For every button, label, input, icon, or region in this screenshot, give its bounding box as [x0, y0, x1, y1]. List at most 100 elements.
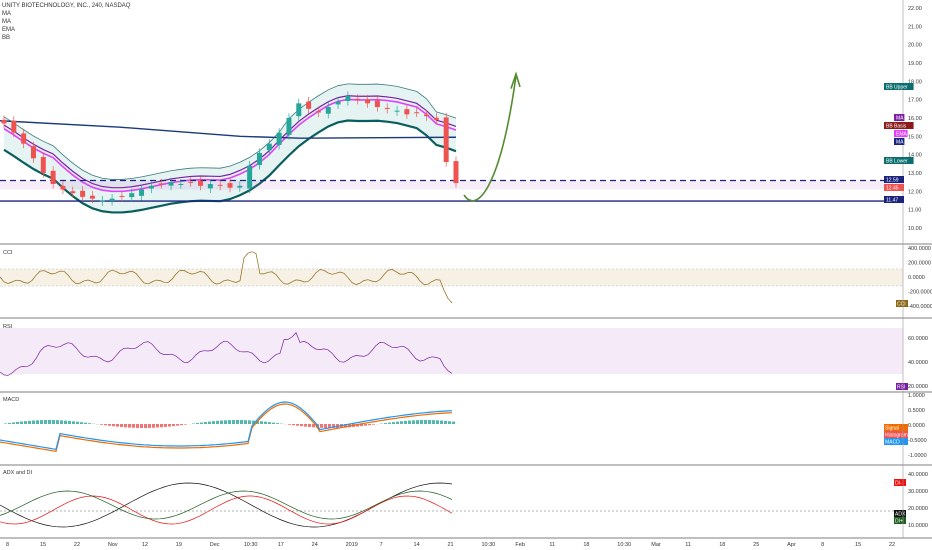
macd-histogram-bar [276, 423, 279, 424]
adx-tick: 40.0000 [908, 472, 928, 478]
macd-histogram-bar [220, 420, 223, 424]
macd-histogram-bar [208, 421, 211, 424]
legend-ma-1[interactable]: MA [2, 11, 11, 17]
macd-histogram-bar [60, 420, 63, 424]
time-tick: 2019 [346, 542, 358, 548]
macd-histogram-bar [248, 420, 251, 424]
time-tick: Feb [515, 542, 524, 548]
price-badge-label: MA [896, 140, 904, 146]
adx-label[interactable]: ADX and DI [3, 470, 33, 476]
macd-histogram-bar [172, 424, 175, 427]
adx-line [0, 482, 453, 528]
macd-histogram-bar [144, 424, 147, 428]
macd-histogram-bar [128, 424, 131, 428]
time-tick: 18 [583, 542, 589, 548]
macd-histogram-bar [44, 420, 47, 424]
macd-histogram-bar [72, 421, 75, 424]
macd-tick: 0.5000 [908, 408, 925, 414]
price-badge [884, 157, 914, 164]
adx-tick: 10.0000 [908, 523, 928, 529]
candle-body [404, 109, 410, 115]
cci-band [0, 269, 903, 286]
price-tick: 19.00 [908, 61, 922, 67]
macd-histogram-bar [100, 424, 103, 425]
macd-label[interactable]: MACD [3, 397, 20, 403]
macd-histogram-bar [228, 420, 231, 424]
macd-histogram-bar [308, 424, 311, 427]
price-badge [884, 196, 904, 203]
candle-body [424, 114, 430, 117]
candle-body [296, 103, 302, 117]
macd-histogram-bar [132, 424, 135, 428]
macd-histogram-bar [168, 424, 171, 427]
macd-badge [884, 438, 908, 445]
macd-histogram-bar [324, 424, 327, 428]
bb-upper-line [3, 83, 457, 180]
cci-label[interactable]: CCI [3, 250, 13, 256]
macd-histogram-bar [140, 424, 143, 428]
price-badge [884, 83, 914, 90]
chart-title: UNITY BIOTECHNOLOGY, INC., 240, NASDAQ [2, 3, 131, 9]
time-tick: 22 [74, 542, 80, 548]
candle-body [433, 117, 439, 120]
macd-line [0, 401, 453, 450]
rsi-label[interactable]: RSI [3, 324, 13, 330]
price-badge [884, 184, 904, 191]
macd-histogram-bar [40, 420, 43, 424]
macd-histogram-bar [444, 420, 447, 424]
macd-histogram-bar [432, 420, 435, 424]
macd-histogram-bar [240, 420, 243, 424]
macd-badge-label: MACD [885, 440, 900, 446]
candle-body [109, 198, 115, 201]
macd-histogram-bar [300, 424, 303, 427]
candle-body [237, 185, 243, 188]
macd-badge-label: Signal [885, 426, 899, 432]
price-badge [894, 130, 908, 137]
macd-histogram-bar [76, 421, 79, 424]
macd-histogram-bar [8, 422, 11, 424]
time-axis[interactable]: 8 15 22 Nov 12 19 Dec 10:30 17 24 2019 7 14 21 10:30 Fe… [6, 542, 895, 548]
macd-histogram-bar [68, 420, 71, 424]
price-axis[interactable]: 22.00 21.00 20.00 19.00 18.00 17.00 16.00 15.00… [884, 0, 922, 538]
adx-badge [894, 479, 906, 486]
candle-body [306, 101, 312, 109]
macd-histogram-bar [260, 421, 263, 424]
legend-ma-2[interactable]: MA [2, 19, 11, 25]
time-tick: 11 [549, 542, 555, 548]
macd-histogram-bar [356, 424, 359, 427]
price-tick: 14.00 [908, 153, 922, 159]
macd-histogram-bar [312, 424, 315, 428]
macd-histogram-bar [404, 420, 407, 424]
price-tick: 22.00 [908, 6, 922, 12]
macd-histogram-bar [272, 422, 275, 424]
price-badge [894, 138, 905, 145]
macd-histogram-bar [320, 424, 323, 428]
price-badge-label: MA [896, 116, 904, 122]
candle-body [355, 98, 361, 100]
macd-histogram-bar [440, 420, 443, 424]
macd-tick: 1.0000 [908, 393, 925, 399]
time-tick: 7 [380, 542, 383, 548]
price-tick: 12.00 [908, 189, 922, 195]
legend-bb[interactable]: BB [2, 35, 11, 41]
candle-body [207, 184, 213, 189]
candle-body [453, 161, 459, 184]
candle-body [414, 112, 420, 114]
macd-histogram-bar [20, 421, 23, 424]
price-badge-label: 11.47 [886, 198, 898, 204]
macd-histogram-bar [204, 422, 207, 424]
legend-ema[interactable]: EMA [2, 27, 16, 33]
candle-body [325, 107, 331, 114]
macd-histogram-bar [428, 420, 431, 424]
macd-histogram-bar [52, 420, 55, 424]
price-badge-label: BB Lower [886, 159, 908, 165]
candle-body [227, 183, 233, 188]
price-tick: 20.00 [908, 43, 922, 49]
macd-histogram-bar [4, 423, 7, 424]
arrow-head [510, 71, 521, 89]
candle-body [129, 193, 135, 198]
cci-tick: 0.0000 [908, 275, 925, 281]
long-ma-line [0, 120, 457, 139]
macd-badge [884, 424, 908, 431]
